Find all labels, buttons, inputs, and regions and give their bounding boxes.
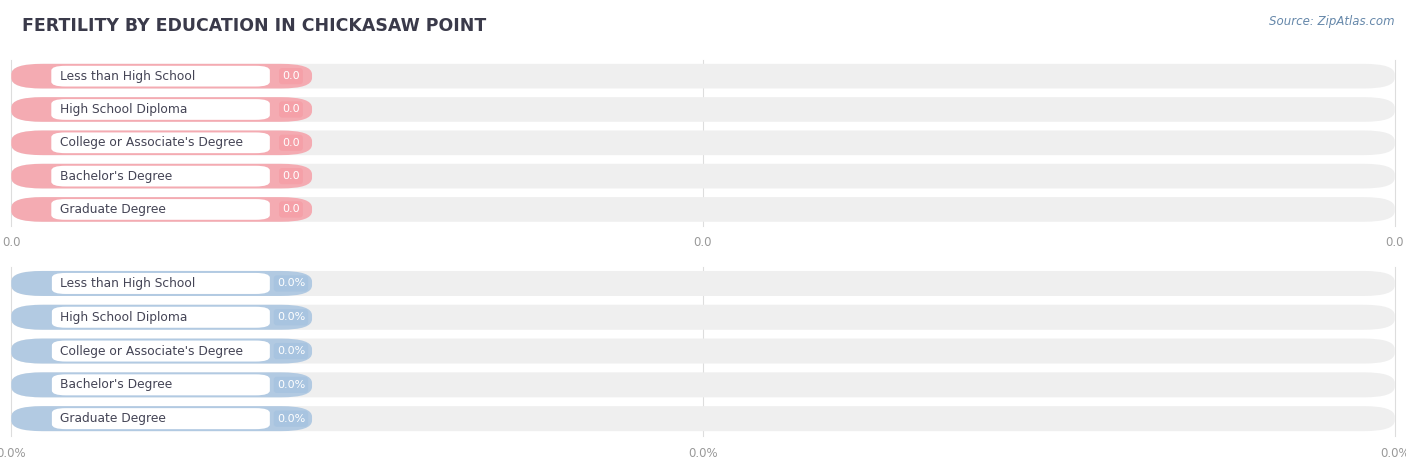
Text: College or Associate's Degree: College or Associate's Degree <box>60 345 243 357</box>
Text: Graduate Degree: Graduate Degree <box>59 203 166 216</box>
Text: 0.0: 0.0 <box>283 138 299 148</box>
Text: 0.0: 0.0 <box>283 104 299 115</box>
Text: 0.0%: 0.0% <box>0 446 27 460</box>
FancyBboxPatch shape <box>11 197 312 222</box>
Text: 0.0: 0.0 <box>283 204 299 215</box>
FancyBboxPatch shape <box>11 372 312 397</box>
FancyBboxPatch shape <box>11 406 1395 431</box>
Text: 0.0: 0.0 <box>283 71 299 81</box>
Text: College or Associate's Degree: College or Associate's Degree <box>59 136 243 149</box>
Text: 0.0%: 0.0% <box>277 380 305 390</box>
Text: Less than High School: Less than High School <box>59 69 195 83</box>
FancyBboxPatch shape <box>11 305 312 330</box>
FancyBboxPatch shape <box>51 166 270 187</box>
FancyBboxPatch shape <box>11 97 1395 122</box>
Text: 0.0%: 0.0% <box>688 446 718 460</box>
Text: Bachelor's Degree: Bachelor's Degree <box>60 378 173 391</box>
Text: 0.0: 0.0 <box>693 236 713 249</box>
Text: 0.0%: 0.0% <box>277 346 305 356</box>
Text: 0.0%: 0.0% <box>1379 446 1406 460</box>
Text: 0.0: 0.0 <box>283 171 299 181</box>
Text: FERTILITY BY EDUCATION IN CHICKASAW POINT: FERTILITY BY EDUCATION IN CHICKASAW POIN… <box>22 17 486 35</box>
Text: 0.0%: 0.0% <box>277 414 305 424</box>
FancyBboxPatch shape <box>11 305 1395 330</box>
FancyBboxPatch shape <box>51 66 270 87</box>
FancyBboxPatch shape <box>11 271 312 296</box>
Text: Source: ZipAtlas.com: Source: ZipAtlas.com <box>1270 15 1395 28</box>
FancyBboxPatch shape <box>52 408 270 429</box>
FancyBboxPatch shape <box>11 64 1395 89</box>
FancyBboxPatch shape <box>51 99 270 120</box>
FancyBboxPatch shape <box>52 374 270 396</box>
FancyBboxPatch shape <box>11 271 1395 296</box>
FancyBboxPatch shape <box>11 130 1395 155</box>
Text: 0.0%: 0.0% <box>277 278 305 288</box>
Text: High School Diploma: High School Diploma <box>59 103 187 116</box>
FancyBboxPatch shape <box>11 97 312 122</box>
FancyBboxPatch shape <box>11 406 312 431</box>
Text: 0.0%: 0.0% <box>277 312 305 322</box>
FancyBboxPatch shape <box>11 338 312 364</box>
Text: 0.0: 0.0 <box>1385 236 1405 249</box>
FancyBboxPatch shape <box>11 64 312 89</box>
FancyBboxPatch shape <box>52 307 270 328</box>
FancyBboxPatch shape <box>11 338 1395 364</box>
FancyBboxPatch shape <box>52 340 270 362</box>
Text: High School Diploma: High School Diploma <box>60 311 187 324</box>
FancyBboxPatch shape <box>11 164 1395 188</box>
Text: Bachelor's Degree: Bachelor's Degree <box>59 169 172 183</box>
Text: 0.0: 0.0 <box>1 236 21 249</box>
FancyBboxPatch shape <box>11 130 312 155</box>
FancyBboxPatch shape <box>11 164 312 188</box>
Text: Less than High School: Less than High School <box>60 277 195 290</box>
FancyBboxPatch shape <box>11 197 1395 222</box>
Text: Graduate Degree: Graduate Degree <box>60 412 166 425</box>
FancyBboxPatch shape <box>11 372 1395 397</box>
FancyBboxPatch shape <box>51 199 270 220</box>
FancyBboxPatch shape <box>51 132 270 153</box>
FancyBboxPatch shape <box>52 273 270 294</box>
